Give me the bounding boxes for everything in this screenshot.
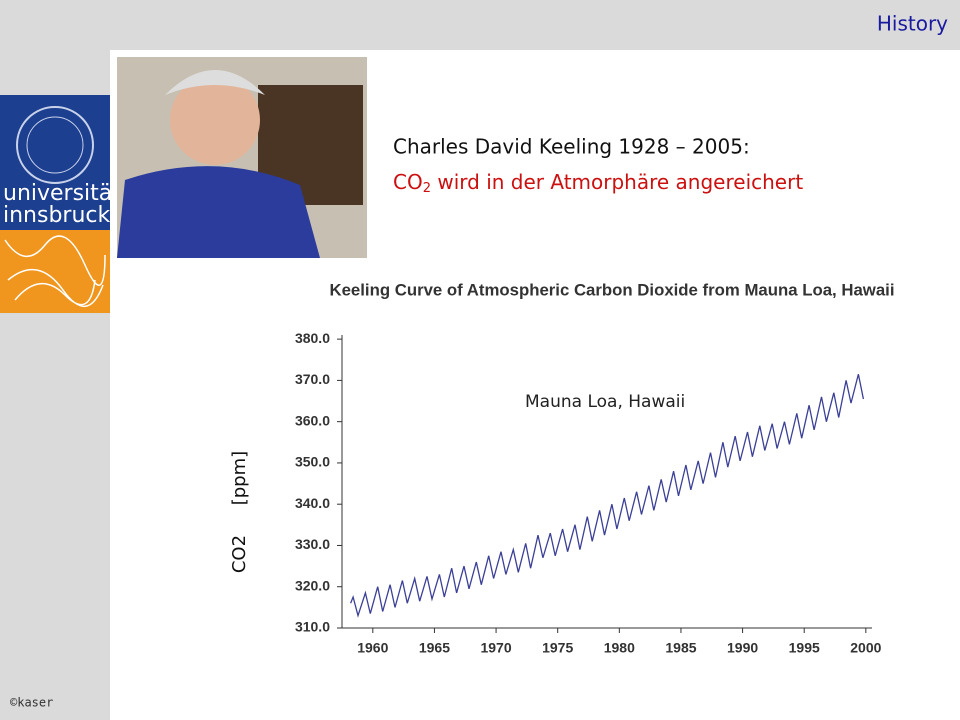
annotation: Mauna Loa, Hawaii xyxy=(525,392,685,412)
subheading: CO2 wird in der Atmorphäre angereichert xyxy=(393,170,803,196)
chart-title: Keeling Curve of Atmospheric Carbon Diox… xyxy=(330,280,895,299)
footer: ©kaser xyxy=(10,696,53,710)
x-tick-label: 1965 xyxy=(419,640,450,656)
x-tick-label: 1960 xyxy=(357,640,388,656)
chart: Keeling Curve of Atmospheric Carbon Diox… xyxy=(229,280,895,655)
y-tick-label: 370.0 xyxy=(295,371,330,387)
y-tick-label: 320.0 xyxy=(295,577,330,593)
y-tick-label: 310.0 xyxy=(295,619,330,635)
data-line xyxy=(349,374,865,618)
logo-scribble xyxy=(4,235,106,308)
section-title: History xyxy=(877,12,948,36)
photo-face xyxy=(170,75,260,165)
heading: Charles David Keeling 1928 – 2005: xyxy=(393,135,750,159)
y-tick-label: 380.0 xyxy=(295,330,330,346)
logo-seal-inner xyxy=(26,116,84,174)
x-tick-label: 1975 xyxy=(542,640,573,656)
y-tick-label: 330.0 xyxy=(295,536,330,552)
logo: universität innsbruck xyxy=(0,95,121,313)
y-axis-label: CO2 [ppm] xyxy=(229,451,250,573)
top-bar xyxy=(110,0,960,50)
y-tick-label: 350.0 xyxy=(295,454,330,470)
x-tick-label: 1980 xyxy=(604,640,635,656)
logo-seal xyxy=(16,106,94,184)
logo-text: innsbruck xyxy=(3,203,111,228)
photo xyxy=(117,57,367,258)
x-tick-label: 1995 xyxy=(789,640,820,656)
y-tick-label: 340.0 xyxy=(295,495,330,511)
y-tick-label: 360.0 xyxy=(295,412,330,428)
logo-text: universität xyxy=(3,181,121,206)
x-tick-label: 1990 xyxy=(727,640,758,656)
x-tick-label: 1970 xyxy=(480,640,511,656)
photo-jacket xyxy=(117,166,320,258)
x-tick-label: 1985 xyxy=(665,640,696,656)
subheading-part: CO xyxy=(393,170,423,194)
logo-orange xyxy=(0,230,110,313)
subheading-part: wird in der Atmorphäre angereichert xyxy=(431,170,803,194)
subscript: 2 xyxy=(423,181,431,196)
x-tick-label: 2000 xyxy=(850,640,881,656)
photo-hair xyxy=(165,70,265,95)
